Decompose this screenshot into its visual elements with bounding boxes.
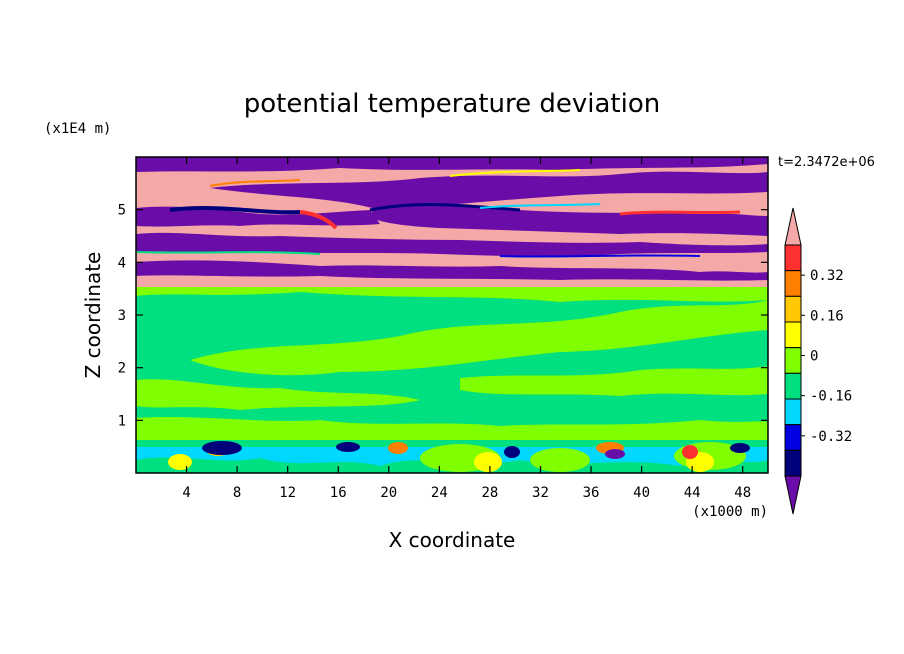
- x-axis-label: X coordinate: [389, 528, 516, 552]
- x-tick-label: 4: [182, 485, 190, 501]
- y-unit-label: (x1E4 m): [44, 121, 111, 137]
- colorbar-swatch: [784, 398, 802, 426]
- x-tick-label: 8: [233, 485, 241, 501]
- y-axis-ticks: 1 2 3 4 5: [118, 203, 768, 429]
- x-tick-label: 48: [734, 485, 751, 501]
- colorbar-swatch: [784, 244, 802, 272]
- y-tick-label: 3: [118, 308, 126, 324]
- colorbar-swatch: [784, 449, 802, 477]
- colorbar-max-triangle: [784, 207, 802, 246]
- y-tick-label: 4: [118, 255, 126, 271]
- purple-layers: [136, 157, 768, 281]
- colorbar-swatch: [784, 424, 802, 451]
- colorbar-swatch: [784, 347, 802, 374]
- colorbar-swatch: [784, 295, 802, 323]
- colorbar-tick-label: 0.16: [810, 308, 844, 324]
- x-tick-label: 36: [583, 485, 600, 501]
- x-unit-label: (x1000 m): [692, 504, 768, 520]
- colorbar-swatch: [784, 270, 802, 297]
- filaments: [136, 169, 741, 258]
- y-axis-label: Z coordinate: [81, 252, 105, 379]
- y-tick-label: 2: [118, 361, 126, 377]
- x-tick-label: 44: [684, 485, 701, 501]
- y-tick-label: 5: [118, 203, 126, 219]
- colorbar-tick-label: -0.32: [810, 429, 852, 445]
- y-tick-label: 1: [118, 413, 126, 429]
- colorbar-min-triangle: [784, 475, 802, 515]
- colorbar-swatch: [784, 372, 802, 400]
- heatmap-field: [136, 157, 768, 473]
- bottom-layer-accents: [136, 441, 768, 473]
- x-tick-label: 32: [532, 485, 549, 501]
- x-tick-label: 16: [330, 485, 347, 501]
- chart-title: potential temperature deviation: [244, 89, 660, 119]
- x-tick-label: 28: [481, 485, 498, 501]
- colorbar-swatch: [784, 321, 802, 349]
- x-axis-ticks: 4 8 12 16 20 24 28 32 36 40 44 48: [182, 157, 751, 501]
- x-tick-label: 40: [633, 485, 650, 501]
- colorbar: 0.32 0.16 0 -0.16 -0.32: [784, 207, 852, 515]
- time-label: t=2.3472e+06: [778, 155, 875, 170]
- x-tick-label: 12: [279, 485, 296, 501]
- light-green-patches: [136, 287, 768, 440]
- colorbar-tick-label: 0: [810, 348, 818, 364]
- x-tick-label: 24: [431, 485, 448, 501]
- colorbar-tick-label: -0.16: [810, 389, 852, 405]
- x-tick-label: 20: [380, 485, 397, 501]
- colorbar-tick-label: 0.32: [810, 268, 844, 284]
